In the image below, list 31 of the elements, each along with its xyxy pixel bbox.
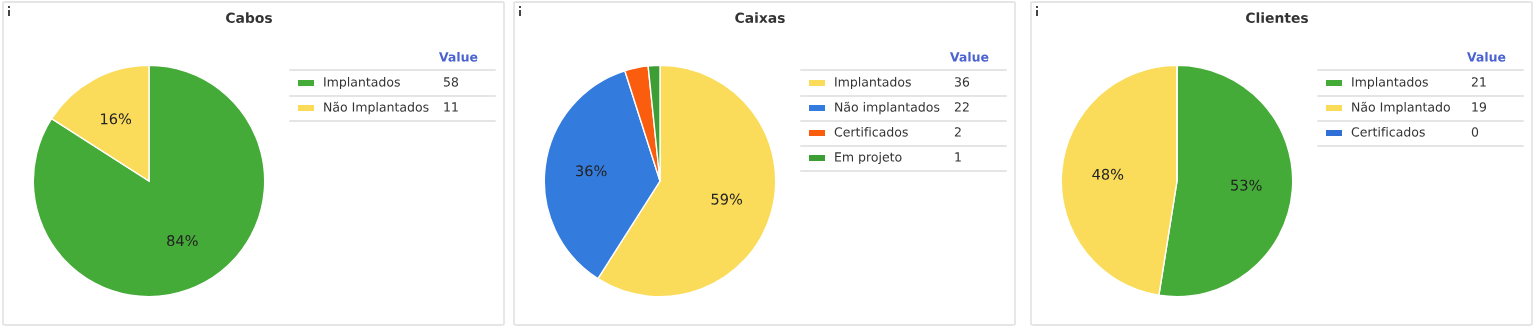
legend-title: Value [1466, 51, 1506, 62]
legend-label: Implantados [1352, 76, 1428, 90]
text: 48% [1092, 168, 1124, 180]
data-label: 21 [1471, 77, 1486, 87]
text: 53% [1231, 179, 1262, 191]
data-label: 36 [954, 77, 970, 87]
data-label: 1 [955, 152, 961, 162]
legend-label: Implantados [324, 76, 400, 90]
data-label: 22 [954, 102, 969, 112]
data-label: 58 [443, 77, 459, 87]
legend-label: Não Implantado [1352, 101, 1450, 115]
text: 0 [1471, 127, 1479, 137]
text: 59% [711, 193, 743, 205]
legend-label: Implantados [835, 76, 911, 90]
text: 16% [101, 113, 132, 125]
legend-title: Value [949, 51, 989, 62]
data-label: 11 [444, 102, 458, 112]
legend-label: Não Implantados [324, 101, 429, 115]
legend-label: Não implantados [835, 101, 940, 115]
chart-title: Cabos [226, 12, 272, 24]
legend-label: Certificados [1351, 126, 1425, 137]
pie-slice [32, 64, 266, 298]
chart-title: Caixas [735, 12, 785, 24]
text: 84% [167, 235, 198, 247]
data-label: 2 [954, 127, 961, 137]
text: 36% [576, 165, 607, 177]
legend-title: Value [438, 51, 478, 62]
legend-label: Certificados [834, 126, 908, 137]
chart-title: Clientes [1246, 12, 1309, 24]
legend-label: Em projeto [835, 151, 902, 165]
data-label: 19 [1472, 102, 1487, 112]
